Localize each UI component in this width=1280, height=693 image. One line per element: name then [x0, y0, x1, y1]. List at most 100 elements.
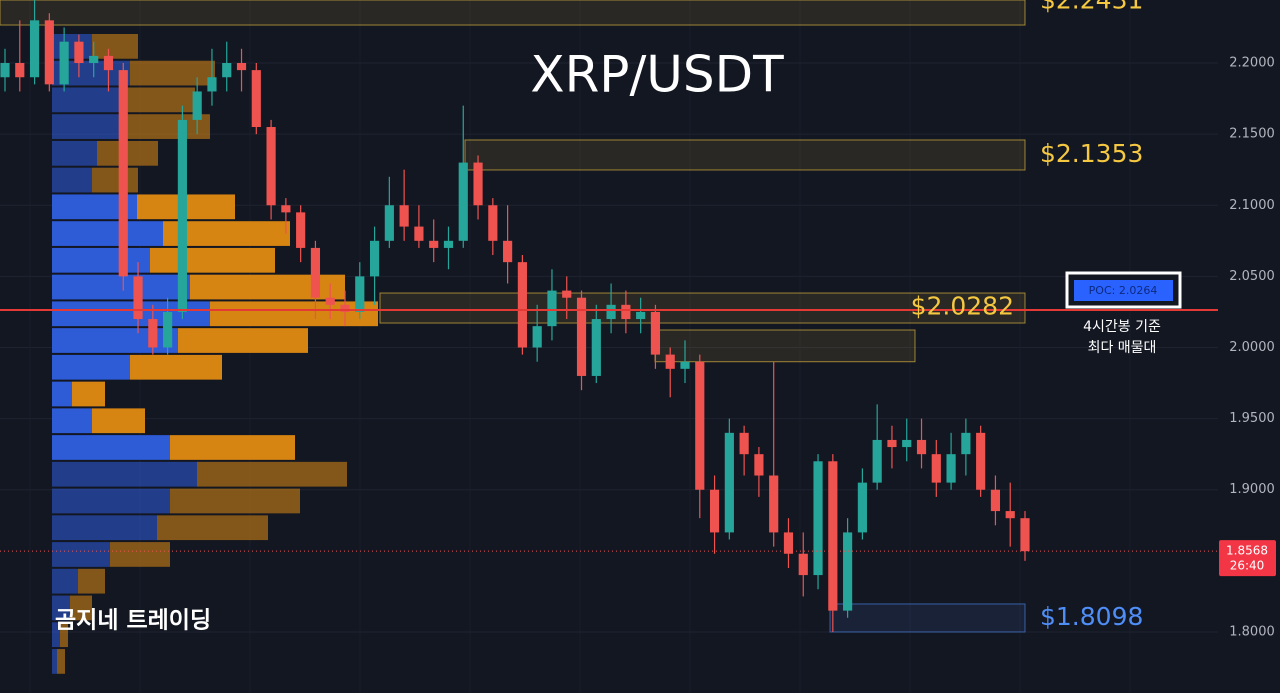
profile-sell [190, 274, 345, 300]
candle-body [503, 240, 513, 263]
candle-body [44, 20, 54, 85]
candle-body [325, 297, 335, 305]
candle-body [473, 162, 483, 206]
candle-body [887, 439, 897, 448]
profile-sell [72, 381, 105, 407]
candle-body [813, 461, 823, 576]
profile-buy [52, 247, 150, 273]
candle-body [709, 489, 720, 533]
y-tick-label: 1.9500 [1229, 411, 1275, 426]
candle-body [665, 354, 675, 369]
volume-profile [52, 34, 378, 674]
profile-buy [52, 328, 178, 353]
candle-body [296, 212, 306, 248]
candle-body [769, 475, 779, 533]
profile-buy [52, 408, 92, 434]
profile-sell [197, 461, 347, 487]
candle-body [976, 432, 986, 490]
candle-body [281, 205, 291, 213]
profile-buy [52, 649, 57, 674]
profile-sell [130, 60, 215, 86]
candle-body [163, 311, 173, 348]
profile-buy [52, 488, 170, 514]
y-tick-label: 1.9000 [1229, 482, 1275, 497]
y-tick-label: 1.8000 [1229, 624, 1275, 639]
candle-body [384, 205, 394, 241]
profile-buy [52, 34, 92, 59]
candle-body [872, 439, 882, 483]
candle-body [414, 226, 424, 241]
last-price-box [1219, 540, 1276, 577]
candle-body [843, 532, 853, 611]
candle-body [576, 297, 587, 376]
candle-body [207, 77, 217, 92]
candle-body [961, 432, 971, 455]
profile-buy [52, 114, 122, 139]
profile-buy [52, 381, 72, 407]
zones [0, 0, 1026, 633]
candles [0, 0, 1030, 632]
candle-body [1020, 518, 1030, 552]
candle-body [310, 247, 321, 298]
candle-body [251, 70, 261, 128]
y-tick-label: 2.2000 [1229, 56, 1275, 71]
candle-body [902, 439, 912, 448]
profile-sell [92, 167, 138, 193]
note: 최다 매물대 [1088, 340, 1157, 356]
chart-title: XRP/USDT [530, 46, 784, 104]
candle-body [29, 20, 40, 78]
zone-box [0, 0, 1026, 26]
y-tick-label: 2.0500 [1229, 269, 1275, 284]
profile-buy [52, 515, 157, 541]
profile-buy [52, 221, 163, 246]
candle-body [340, 304, 350, 312]
candle-body [148, 319, 158, 348]
overlay [0, 308, 1218, 552]
candle-body [739, 432, 749, 455]
candle-body [606, 304, 616, 320]
zone-label: $1.8098 [1040, 602, 1143, 631]
profile-sell [110, 542, 170, 567]
candle-body [532, 326, 542, 348]
profile-sell [92, 34, 138, 59]
candle-body [680, 361, 690, 369]
profile-sell [60, 622, 68, 648]
profile-sell [70, 595, 92, 621]
candle-body [695, 361, 705, 490]
candle-body [369, 240, 380, 277]
candle-body [118, 70, 128, 277]
candle-body [89, 55, 99, 64]
poc-box [1074, 280, 1173, 301]
profile-buy [52, 354, 130, 380]
y-tick-label: 2.1500 [1229, 127, 1275, 142]
candle-body [517, 262, 527, 348]
candle-body [798, 553, 808, 576]
profile-sell [78, 568, 105, 594]
candle-body [15, 63, 25, 78]
candle-body [458, 162, 468, 241]
candle-body [266, 127, 276, 206]
candle-body [177, 119, 187, 312]
candle-body [74, 41, 84, 64]
candle-body [754, 454, 764, 476]
profile-buy [52, 140, 97, 166]
zone-box [829, 603, 1026, 633]
profile-sell [178, 328, 308, 353]
profile-buy [52, 595, 70, 621]
candle-body [103, 55, 114, 71]
profile-buy [52, 568, 78, 594]
candle-body [724, 432, 734, 533]
profile-buy [52, 435, 170, 460]
candle-body [0, 63, 10, 78]
candle-body [429, 240, 439, 248]
profile-sell [130, 354, 222, 380]
candle-body [828, 461, 838, 611]
poc-label: POC: 2.0264 [1089, 284, 1158, 297]
candle-body [931, 454, 941, 483]
candle-body [399, 205, 409, 227]
countdown: 26:40 [1230, 559, 1265, 573]
profile-buy [52, 274, 190, 300]
candle-body [990, 489, 1001, 512]
profile-buy [52, 167, 92, 193]
candle-body [946, 454, 956, 483]
